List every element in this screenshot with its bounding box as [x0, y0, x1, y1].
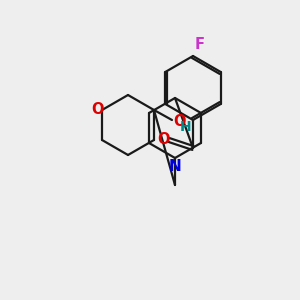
- Text: O: O: [91, 103, 103, 118]
- Text: O: O: [173, 115, 185, 130]
- Text: N: N: [169, 159, 182, 174]
- Text: H: H: [180, 120, 192, 134]
- Text: O: O: [158, 131, 170, 146]
- Text: F: F: [195, 37, 205, 52]
